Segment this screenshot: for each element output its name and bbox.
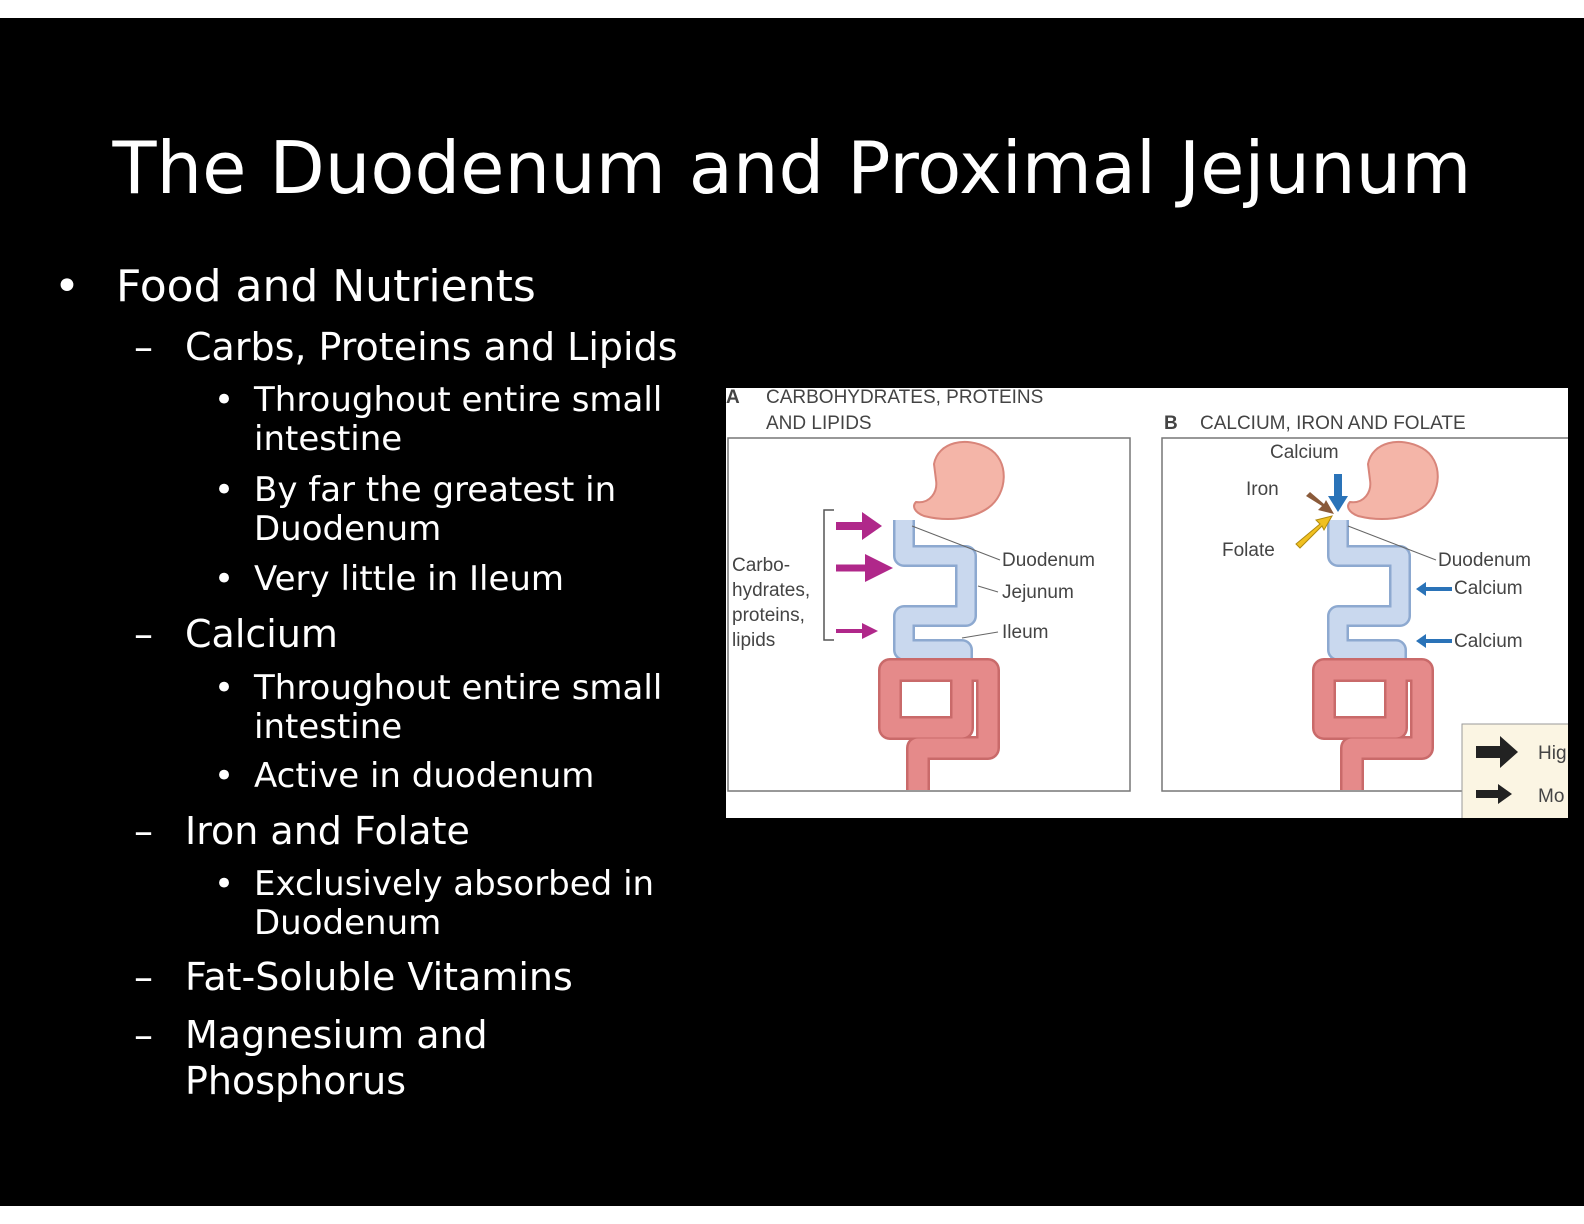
point-carbs-1-line2: intestine	[254, 419, 403, 459]
dash-marker: –	[134, 612, 153, 656]
panel-a-title-line2: AND LIPIDS	[766, 413, 872, 434]
leader-ileum	[961, 631, 999, 639]
bullet-marker: •	[214, 668, 235, 708]
label-folate: Folate	[1222, 540, 1275, 561]
leader-jejunum	[977, 585, 999, 593]
arrow-calcium-low	[1416, 634, 1452, 648]
leader-duodenum	[911, 525, 1001, 561]
panel-b-letter: B	[1164, 413, 1178, 434]
small-intestine-b	[1329, 520, 1409, 670]
nutrient-label-line4: lipids	[732, 630, 775, 651]
bullet-marker: •	[214, 864, 235, 904]
colon	[880, 660, 998, 790]
dash-marker: –	[134, 325, 153, 369]
label-calcium-top: Calcium	[1270, 442, 1339, 463]
point-carbs-3: Very little in Ileum	[254, 559, 565, 599]
slide: The Duodenum and Proximal Jejunum • Food…	[0, 18, 1584, 1206]
colon-b	[1314, 660, 1432, 790]
label-duodenum-a: Duodenum	[1002, 550, 1095, 571]
legend-box	[1461, 723, 1568, 818]
absorption-figure: A CARBOHYDRATES, PROTEINS AND LIPIDS Car…	[726, 388, 1568, 818]
arrow-folate	[1295, 515, 1334, 549]
stomach-b	[1347, 440, 1439, 521]
dash-marker: –	[134, 1013, 153, 1057]
label-jejunum-a: Jejunum	[1002, 582, 1074, 603]
panel-a: A CARBOHYDRATES, PROTEINS AND LIPIDS Car…	[726, 388, 1131, 792]
legend-arrow-moderate	[1476, 784, 1512, 804]
legend-label-high: Hig	[1538, 743, 1567, 764]
nutrient-label-line2: hydrates,	[732, 580, 810, 601]
label-calcium-mid: Calcium	[1454, 578, 1523, 599]
arrow-iron	[1306, 492, 1334, 514]
point-iron-1-line2: Duodenum	[254, 903, 442, 943]
bullet-marker: •	[54, 261, 80, 312]
legend: Hig Mo	[1461, 723, 1568, 818]
subheading-magnesium-line2: Phosphorus	[185, 1059, 407, 1103]
leader-duodenum-b	[1347, 525, 1437, 561]
bullet-marker: •	[214, 380, 235, 420]
slide-title: The Duodenum and Proximal Jejunum	[112, 126, 1472, 210]
point-calcium-1-line1: Throughout entire small	[254, 668, 663, 708]
label-iron: Iron	[1246, 479, 1279, 500]
subheading-iron-folate: Iron and Folate	[185, 809, 470, 853]
small-intestine	[895, 520, 975, 670]
point-carbs-2-line2: Duodenum	[254, 509, 442, 549]
legend-arrow-high	[1476, 736, 1518, 768]
point-carbs-1-line1: Throughout entire small	[254, 380, 663, 420]
panel-a-letter: A	[726, 388, 740, 408]
label-calcium-low: Calcium	[1454, 631, 1523, 652]
arrow-calcium-top	[1328, 474, 1348, 512]
point-carbs-2-line1: By far the greatest in	[254, 470, 617, 510]
arrow-calcium-mid	[1416, 582, 1452, 596]
label-ileum-a: Ileum	[1002, 622, 1048, 643]
subheading-magnesium-line1: Magnesium and	[185, 1013, 488, 1057]
label-duodenum-b: Duodenum	[1438, 550, 1531, 571]
brace	[823, 509, 834, 641]
subheading-calcium: Calcium	[185, 612, 338, 656]
bullet-marker: •	[214, 559, 235, 599]
subheading-carbs: Carbs, Proteins and Lipids	[185, 325, 678, 369]
dash-marker: –	[134, 809, 153, 853]
legend-label-moderate: Mo	[1538, 786, 1564, 807]
point-iron-1-line1: Exclusively absorbed in	[254, 864, 655, 904]
bullet-marker: •	[214, 470, 235, 510]
panel-a-title-line1: CARBOHYDRATES, PROTEINS	[766, 388, 1043, 408]
point-calcium-2: Active in duodenum	[254, 756, 595, 796]
point-calcium-1-line2: intestine	[254, 707, 403, 747]
bullet-food-nutrients: Food and Nutrients	[116, 261, 536, 312]
dash-marker: –	[134, 955, 153, 999]
stomach	[913, 440, 1005, 521]
subheading-fat-soluble-vitamins: Fat-Soluble Vitamins	[185, 955, 573, 999]
arrow-high-duodenum	[836, 512, 882, 540]
nutrient-label-line1: Carbo-	[732, 555, 790, 576]
nutrient-label-line3: proteins,	[732, 605, 805, 626]
bullet-marker: •	[214, 756, 235, 796]
panel-b-title: CALCIUM, IRON AND FOLATE	[1200, 413, 1466, 434]
